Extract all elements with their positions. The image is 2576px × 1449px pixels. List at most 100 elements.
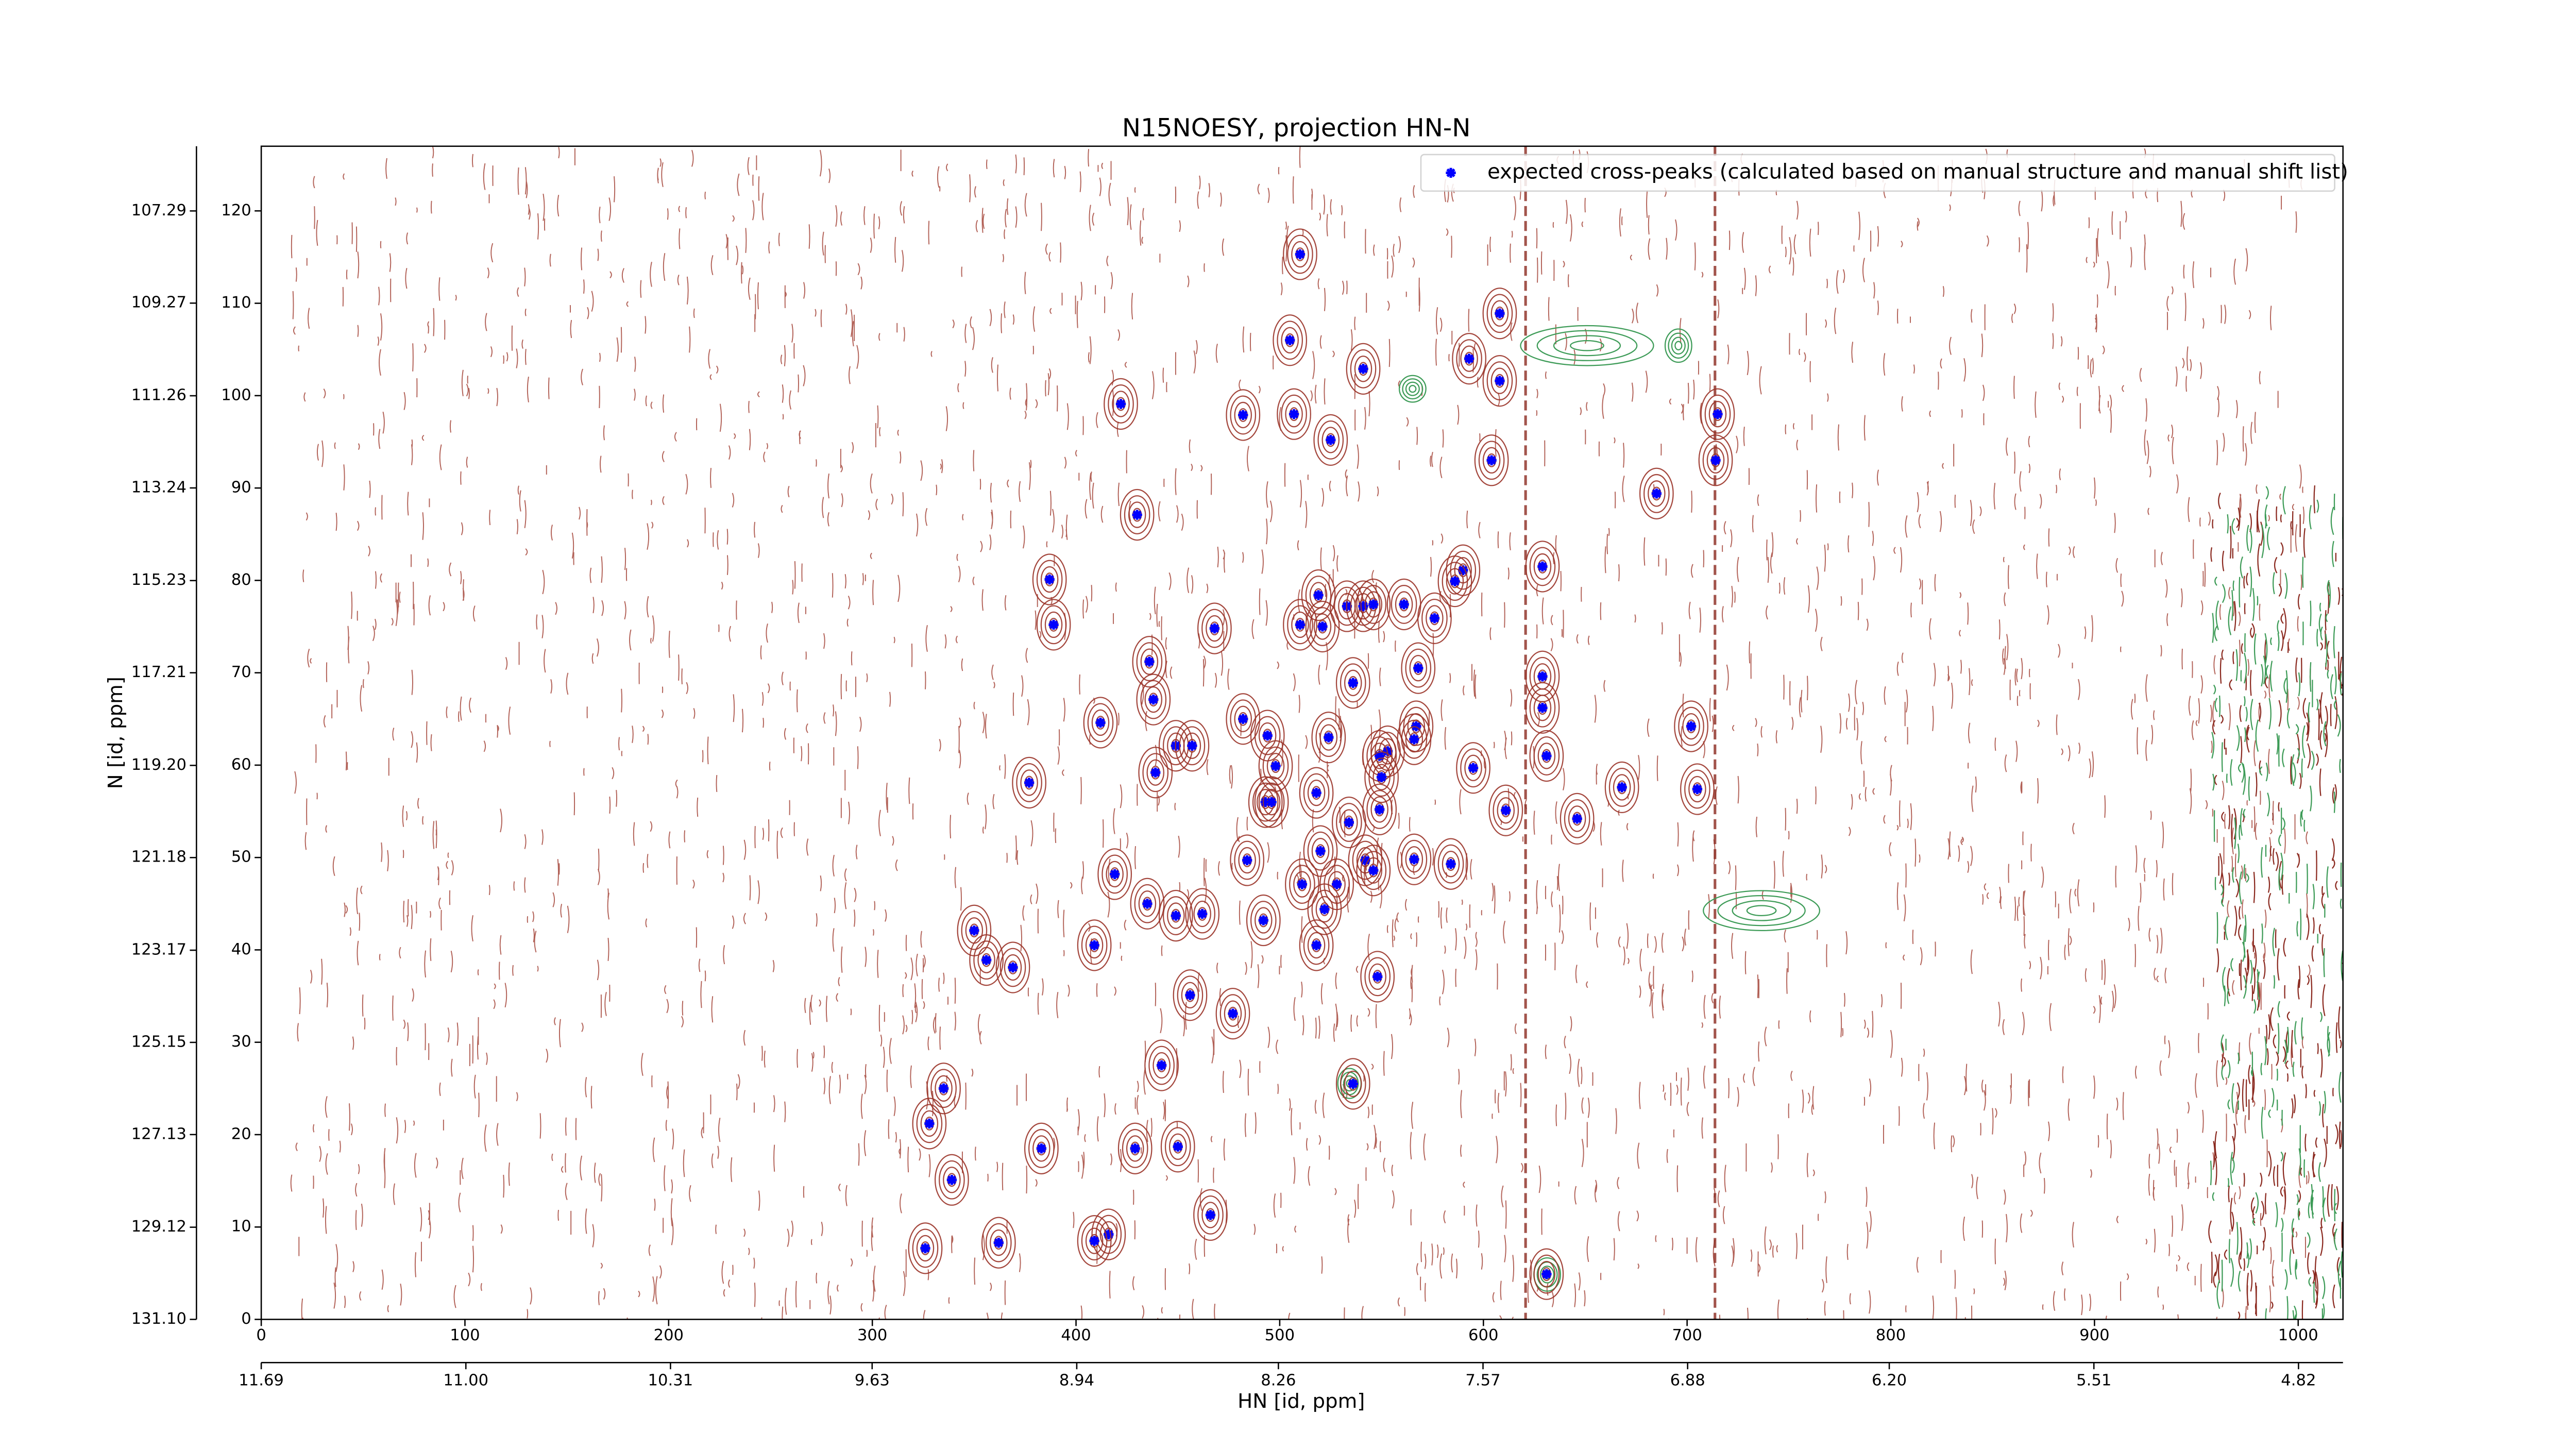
peak-contour [1482, 447, 1501, 474]
green-contour [1668, 332, 1689, 359]
peak-contour [1488, 784, 1523, 836]
cross-peak [1258, 740, 1293, 792]
peak-marker [1692, 784, 1703, 795]
peak-contour [1397, 833, 1432, 885]
y-tick-label: 80 [231, 571, 251, 589]
peak-contour [1303, 773, 1330, 813]
cross-peak [1397, 713, 1432, 765]
peak-contour [1291, 241, 1309, 268]
cross-peak [1273, 314, 1308, 366]
peak-contour [1281, 394, 1307, 434]
peak-contour [1108, 384, 1134, 424]
peak-contour [1140, 648, 1159, 675]
peak-marker [1344, 817, 1354, 828]
x-tick-label: 400 [1061, 1326, 1091, 1344]
x2-tick-label: 5.51 [2076, 1371, 2111, 1389]
y2-tick-label: 129.12 [131, 1218, 187, 1236]
plot-frame [260, 145, 2344, 1320]
y-tick-label: 90 [231, 479, 251, 497]
peak-marker [1285, 335, 1295, 345]
peak-contour [935, 1075, 953, 1102]
y2-tick-label: 115.23 [131, 571, 187, 589]
peak-marker [1148, 694, 1159, 705]
cross-peak [1160, 1121, 1195, 1173]
peak-marker [1458, 565, 1468, 576]
peak-marker [1295, 619, 1306, 630]
peak-contour [1639, 467, 1674, 519]
peak-marker [1495, 376, 1505, 386]
cross-peak [1246, 894, 1281, 947]
green-contour [1703, 890, 1821, 932]
legend-marker [1446, 167, 1456, 178]
peak-contour [1299, 767, 1334, 819]
y-tick-label: 40 [231, 940, 251, 958]
cross-peak [1173, 969, 1208, 1021]
cross-peak [1036, 599, 1071, 651]
peak-contour [1201, 1202, 1219, 1228]
x-tick-label: 900 [2079, 1326, 2109, 1344]
cross-peak [957, 904, 992, 956]
peak-marker [1311, 940, 1321, 951]
peak-contour [1016, 763, 1042, 802]
peak-marker [1399, 599, 1409, 610]
peak-contour [1405, 846, 1423, 873]
peak-contour [1153, 1052, 1171, 1079]
cross-peak [1362, 730, 1397, 782]
peak-marker [1464, 353, 1475, 364]
cross-peak [1301, 569, 1336, 621]
peak-contour [1083, 697, 1118, 749]
cross-peak [1362, 783, 1397, 836]
peak-contour [1417, 592, 1452, 644]
peak-contour [1077, 1215, 1112, 1267]
peak-contour [1442, 851, 1460, 878]
peak-contour [1368, 757, 1395, 797]
green-contour [1536, 330, 1638, 361]
y-tick-label: 70 [231, 663, 251, 681]
peak-contour [1362, 730, 1397, 782]
peak-contour [1085, 932, 1104, 959]
cross-peak [1525, 682, 1560, 734]
peak-contour [1529, 730, 1564, 782]
peak-contour [1206, 615, 1224, 642]
peak-contour [1537, 1260, 1556, 1288]
peak-contour [1246, 894, 1281, 947]
peak-contour [1305, 576, 1332, 615]
x-tick-label: 300 [857, 1326, 887, 1344]
peak-marker [1297, 879, 1308, 889]
peak-marker [1132, 510, 1142, 520]
peak-contour [1674, 700, 1708, 752]
peak-contour [1101, 854, 1128, 894]
peak-contour [1040, 605, 1067, 645]
peak-contour [1360, 585, 1387, 624]
peak-contour [1130, 878, 1165, 930]
cross-peak [1452, 332, 1486, 385]
y-tick-label: 20 [231, 1125, 251, 1143]
peak-contour [1525, 541, 1560, 593]
peak-contour [1401, 719, 1428, 759]
peak-contour [1680, 763, 1715, 815]
x2-tick-label: 9.63 [855, 1371, 890, 1389]
cross-peak [1529, 1248, 1564, 1300]
peak-contour [1708, 401, 1727, 428]
peak-marker [1258, 915, 1268, 925]
peak-marker [1537, 703, 1548, 713]
peak-contour [1335, 1058, 1370, 1110]
peak-contour [1391, 585, 1417, 624]
peak-contour [1321, 427, 1340, 453]
peak-contour [1185, 888, 1220, 940]
cross-peak [1144, 1039, 1179, 1091]
peak-contour [1032, 553, 1067, 605]
peak-marker [1348, 678, 1358, 688]
peak-contour [1370, 725, 1405, 778]
peak-contour [1168, 1133, 1187, 1160]
peak-contour [1340, 1064, 1366, 1104]
cross-peak [1488, 784, 1523, 836]
peak-contour [1189, 894, 1215, 934]
peak-marker [1197, 908, 1208, 919]
peak-contour [1164, 1127, 1191, 1167]
cross-peak [1138, 747, 1173, 799]
cross-peak [1248, 776, 1283, 828]
peak-contour [1364, 957, 1391, 997]
cross-peak [1456, 742, 1490, 794]
peak-contour [1356, 845, 1391, 897]
